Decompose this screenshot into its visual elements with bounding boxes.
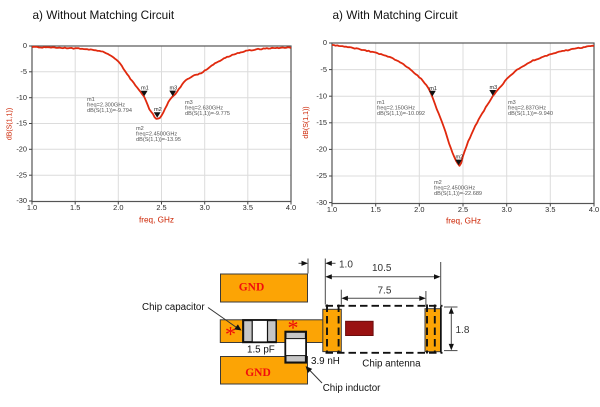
svg-text:10.5: 10.5 [372,263,392,274]
svg-text:dB(S(1,1)): dB(S(1,1)) [7,108,14,140]
svg-text:-25: -25 [316,171,327,180]
svg-text:dB(S(1,1))=-9.794: dB(S(1,1))=-9.794 [87,108,132,114]
svg-text:1.0: 1.0 [27,203,37,212]
svg-text:*: * [225,321,236,346]
svg-text:2.0: 2.0 [414,205,424,214]
svg-text:dB(S(1,1))=-9.775: dB(S(1,1))=-9.775 [185,111,230,117]
svg-text:2.5: 2.5 [458,205,468,214]
svg-text:freq, GHz: freq, GHz [139,216,174,225]
svg-text:freq=2.4500GHz: freq=2.4500GHz [136,131,177,137]
svg-text:m3: m3 [508,100,516,106]
svg-text:m2: m2 [434,180,442,186]
svg-text:m3: m3 [185,100,193,106]
svg-text:2.5: 2.5 [156,203,166,212]
svg-text:4.0: 4.0 [589,205,599,214]
svg-text:-25: -25 [16,170,27,179]
svg-text:3.5: 3.5 [243,203,253,212]
svg-text:dB(S(1,1)): dB(S(1,1)) [303,106,310,138]
svg-text:4.0: 4.0 [286,203,296,212]
svg-text:Chip antenna: Chip antenna [362,358,421,369]
svg-text:m1: m1 [87,97,95,103]
svg-text:a) With Matching Circuit: a) With Matching Circuit [333,8,459,22]
svg-text:a) Without Matching Circuit: a) Without Matching Circuit [33,8,175,22]
svg-text:2.0: 2.0 [113,203,123,212]
svg-text:freq, GHz: freq, GHz [446,217,481,226]
svg-text:m1: m1 [141,86,149,92]
svg-text:0: 0 [23,41,27,50]
svg-text:Chip capacitor: Chip capacitor [142,302,205,313]
svg-text:3.9 nH: 3.9 nH [311,356,340,367]
svg-text:1.0: 1.0 [327,205,337,214]
svg-text:3.0: 3.0 [502,205,512,214]
svg-text:dB(S(1,1))=-9.940: dB(S(1,1))=-9.940 [508,111,553,117]
svg-text:-10: -10 [16,93,27,102]
svg-text:-20: -20 [316,145,327,154]
svg-text:freq=2.4500GHz: freq=2.4500GHz [434,185,475,191]
svg-text:7.5: 7.5 [378,286,392,297]
svg-text:3.0: 3.0 [200,203,210,212]
svg-text:-10: -10 [316,91,327,100]
svg-text:3.5: 3.5 [545,205,555,214]
svg-text:freq=2.630GHz: freq=2.630GHz [185,105,223,111]
svg-text:m3: m3 [170,86,178,92]
svg-text:freq=2.150GHz: freq=2.150GHz [377,105,415,111]
svg-text:1.5 pF: 1.5 pF [247,344,275,355]
svg-text:-30: -30 [16,196,27,205]
svg-text:m3: m3 [490,85,498,91]
svg-text:1.5: 1.5 [371,205,381,214]
svg-text:freq=2.300GHz: freq=2.300GHz [87,102,125,108]
svg-text:1.8: 1.8 [456,325,470,336]
svg-text:freq=2.837GHz: freq=2.837GHz [508,105,546,111]
svg-text:m1: m1 [429,86,437,92]
svg-text:0: 0 [323,38,327,47]
svg-text:m2: m2 [136,126,144,132]
svg-text:m2: m2 [456,155,464,161]
svg-text:-5: -5 [320,65,327,74]
svg-text:-15: -15 [16,119,27,128]
svg-text:dB(S(1,1))=-10.092: dB(S(1,1))=-10.092 [377,111,425,117]
svg-text:1.0: 1.0 [339,259,353,270]
svg-text:GND: GND [245,367,271,379]
svg-text:-30: -30 [316,198,327,207]
svg-text:Chip inductor: Chip inductor [323,383,381,394]
svg-text:-5: -5 [20,67,27,76]
svg-text:dB(S(1,1))=-22.689: dB(S(1,1))=-22.689 [434,191,482,197]
svg-text:GND: GND [239,282,265,294]
svg-text:dB(S(1,1))=-13.95: dB(S(1,1))=-13.95 [136,137,181,143]
svg-text:m2: m2 [154,107,162,113]
svg-text:*: * [288,315,299,340]
svg-text:-20: -20 [16,145,27,154]
svg-text:1.5: 1.5 [70,203,80,212]
svg-text:-15: -15 [316,118,327,127]
svg-text:m1: m1 [377,100,385,106]
